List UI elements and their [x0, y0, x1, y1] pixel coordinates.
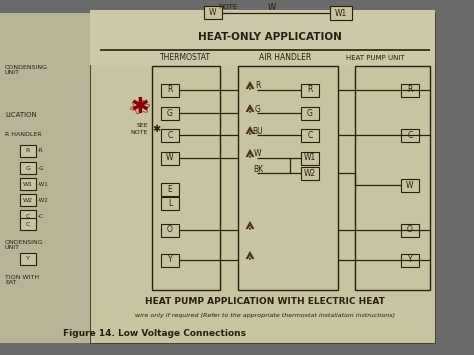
- Text: C: C: [307, 131, 313, 140]
- Bar: [20, 253, 36, 265]
- Text: BK: BK: [253, 164, 263, 174]
- Polygon shape: [246, 222, 254, 229]
- Text: ✱: ✱: [131, 97, 149, 117]
- Bar: [20, 178, 36, 190]
- Bar: [161, 253, 179, 267]
- Bar: [301, 83, 319, 97]
- Bar: [401, 179, 419, 191]
- Bar: [301, 152, 319, 164]
- Bar: [161, 152, 179, 164]
- Text: C: C: [407, 131, 413, 140]
- Bar: [161, 182, 179, 196]
- Text: W1: W1: [23, 181, 33, 186]
- Text: -W2: -W2: [38, 197, 49, 202]
- Bar: [238, 66, 338, 290]
- Bar: [401, 224, 419, 236]
- Text: R: R: [255, 82, 261, 91]
- Text: ONDENSING
UNIT: ONDENSING UNIT: [5, 240, 44, 250]
- Text: BU: BU: [253, 126, 264, 136]
- Bar: [161, 106, 179, 120]
- Text: R: R: [26, 148, 30, 153]
- Text: O: O: [407, 225, 413, 235]
- Text: THERMOSTAT: THERMOSTAT: [159, 54, 210, 62]
- Bar: [90, 10, 435, 65]
- Text: HEAT PUMP APPLICATION WITH ELECTRIC HEAT: HEAT PUMP APPLICATION WITH ELECTRIC HEAT: [145, 297, 385, 306]
- Text: -C: -C: [38, 213, 44, 218]
- Bar: [301, 106, 319, 120]
- Text: W1: W1: [304, 153, 316, 163]
- Text: W2: W2: [304, 169, 316, 178]
- Text: C: C: [26, 222, 30, 226]
- Bar: [20, 210, 36, 222]
- Bar: [401, 83, 419, 97]
- Circle shape: [249, 258, 251, 260]
- Text: R: R: [307, 86, 313, 94]
- Bar: [355, 66, 430, 290]
- Circle shape: [249, 133, 251, 135]
- Text: R: R: [167, 86, 173, 94]
- Text: W: W: [209, 8, 217, 17]
- Text: HEAT-ONLY APPLICATION: HEAT-ONLY APPLICATION: [198, 32, 342, 42]
- Bar: [161, 83, 179, 97]
- Circle shape: [249, 88, 251, 89]
- Bar: [161, 224, 179, 236]
- Text: W: W: [406, 180, 414, 190]
- Text: Figure 14. Low Voltage Connections: Figure 14. Low Voltage Connections: [64, 328, 246, 338]
- Text: L: L: [168, 198, 172, 208]
- Bar: [161, 197, 179, 209]
- Text: W: W: [268, 4, 276, 12]
- Text: C: C: [167, 131, 173, 140]
- Text: NOTE: NOTE: [218, 4, 237, 10]
- Polygon shape: [246, 150, 254, 157]
- Text: G: G: [307, 109, 313, 118]
- Polygon shape: [246, 82, 254, 89]
- Text: CONDENSING
UNIT: CONDENSING UNIT: [5, 65, 48, 75]
- Bar: [204, 6, 222, 19]
- Text: LICATION: LICATION: [5, 112, 37, 118]
- Bar: [0, 13, 90, 343]
- Text: Y: Y: [168, 256, 173, 264]
- Bar: [330, 6, 352, 20]
- Text: ✱: ✱: [152, 124, 160, 134]
- Circle shape: [249, 228, 251, 230]
- Text: O: O: [167, 225, 173, 235]
- Text: Y: Y: [408, 256, 412, 264]
- Polygon shape: [246, 127, 254, 134]
- Polygon shape: [246, 105, 254, 112]
- Text: R: R: [407, 86, 413, 94]
- Text: Y: Y: [26, 257, 30, 262]
- Bar: [401, 129, 419, 142]
- Text: R HANDLER: R HANDLER: [5, 132, 42, 137]
- Bar: [90, 13, 435, 343]
- Text: -G: -G: [38, 165, 45, 170]
- Text: SEE
NOTE: SEE NOTE: [130, 124, 148, 135]
- Bar: [301, 129, 319, 142]
- Bar: [301, 166, 319, 180]
- Text: -R: -R: [38, 148, 44, 153]
- Text: TION WITH
EAT: TION WITH EAT: [5, 275, 39, 285]
- Circle shape: [249, 156, 251, 158]
- Circle shape: [249, 111, 251, 113]
- Bar: [152, 66, 220, 290]
- Polygon shape: [246, 252, 254, 259]
- Text: G: G: [167, 109, 173, 118]
- Text: W2: W2: [23, 197, 33, 202]
- Text: C: C: [26, 213, 30, 218]
- Bar: [161, 129, 179, 142]
- Bar: [20, 162, 36, 174]
- Bar: [20, 194, 36, 206]
- Text: AIR HANDLER: AIR HANDLER: [259, 54, 311, 62]
- Text: -W1: -W1: [38, 181, 49, 186]
- Text: HEAT PUMP UNIT: HEAT PUMP UNIT: [346, 55, 404, 61]
- Bar: [20, 145, 36, 157]
- Text: wire only if required (Refer to the appropriate thermostat installation instruct: wire only if required (Refer to the appr…: [135, 312, 395, 317]
- Text: E: E: [168, 185, 173, 193]
- Text: G: G: [26, 165, 30, 170]
- Text: G: G: [255, 104, 261, 114]
- Bar: [20, 218, 36, 230]
- Text: W: W: [254, 149, 262, 158]
- Text: W: W: [166, 153, 174, 163]
- Bar: [401, 253, 419, 267]
- Text: W1: W1: [335, 9, 347, 17]
